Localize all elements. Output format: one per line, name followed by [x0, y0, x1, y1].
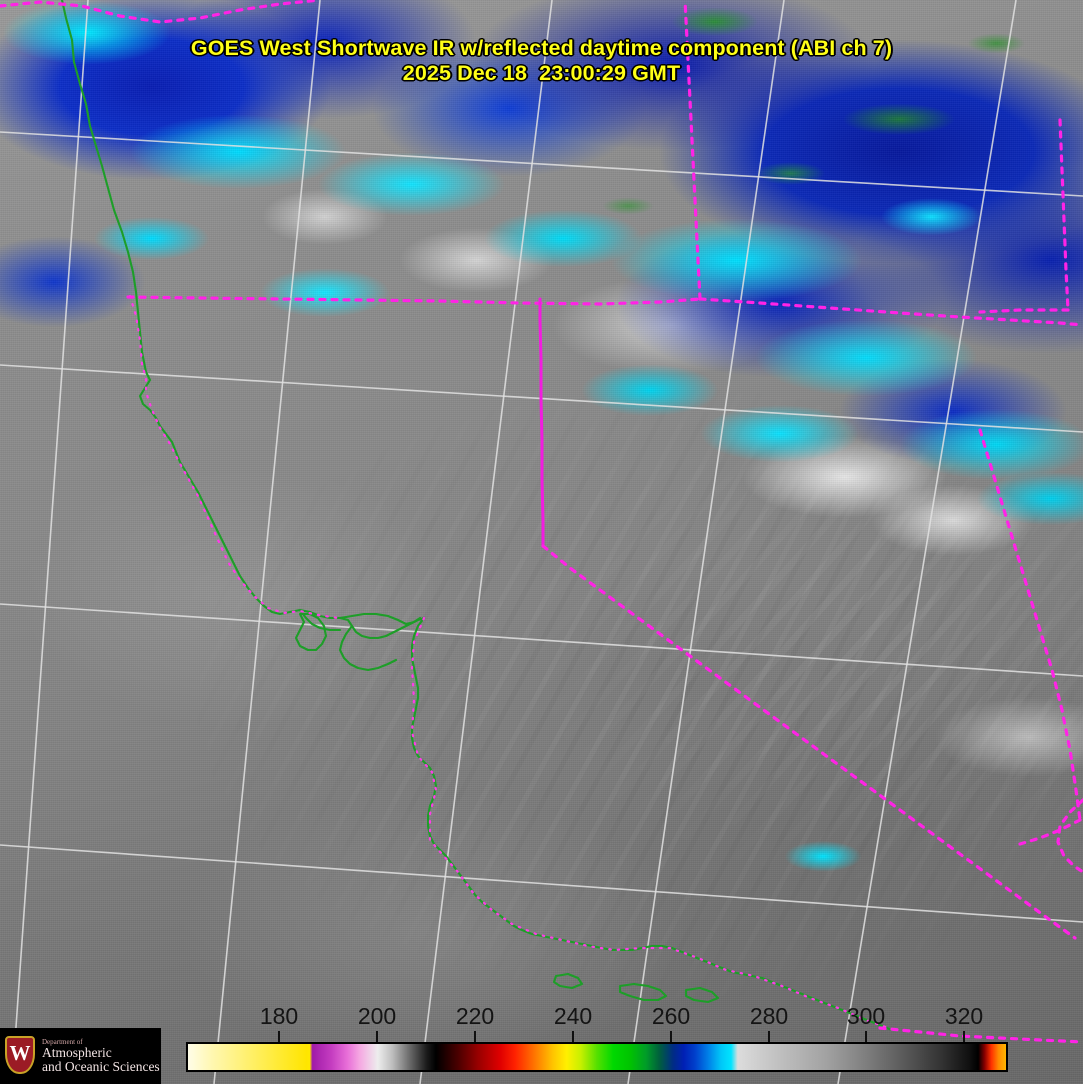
logo-text: Department of Atmospheric and Oceanic Sc…: [42, 1038, 161, 1075]
colorbar-tick-label: 200: [357, 1003, 397, 1029]
colorbar-tick-label: 180: [259, 1003, 299, 1029]
colorbar-tick-mark: [474, 1031, 476, 1042]
colorbar-tick-label: 220: [455, 1003, 495, 1029]
longitude-gridlines: [11, 0, 1017, 1084]
colorbar-gradient: [186, 1042, 1008, 1072]
pacific-coastline: [60, 0, 894, 1032]
colorbar-tick-label: 300: [846, 1003, 886, 1029]
colorbar-tick-label: 320: [944, 1003, 984, 1029]
colorbar-tick-label: 240: [553, 1003, 593, 1029]
latitude-gridlines: [0, 131, 1083, 923]
logo-dept-line: Department of: [42, 1037, 83, 1046]
colorbar-tick-mark: [768, 1031, 770, 1042]
logo-name-line2: and Oceanic Sciences: [42, 1059, 160, 1074]
colorbar-tick-mark: [572, 1031, 574, 1042]
colorbar-tick-label: 280: [749, 1003, 789, 1029]
colorbar-tick-marks: [0, 1031, 1083, 1042]
colorbar-tick-mark: [278, 1031, 280, 1042]
state-borders: [0, 0, 1083, 1044]
colorbar-tick-label: 260: [651, 1003, 691, 1029]
crest-letter: W: [9, 1041, 31, 1065]
colorbar-tick-mark: [963, 1031, 965, 1042]
colorbar-tick-mark: [865, 1031, 867, 1042]
coastline-border-dots: [128, 294, 896, 1032]
uw-crest-icon: W: [3, 1035, 37, 1077]
colorbar-zone: 180 200 220 240 260 280 300 320: [0, 1000, 1083, 1084]
colorbar-tick-mark: [670, 1031, 672, 1042]
colorbar-tick-labels: 180 200 220 240 260 280 300 320: [0, 1002, 1083, 1032]
uw-aos-logo: W Department of Atmospheric and Oceanic …: [0, 1028, 161, 1084]
colorbar-tick-mark: [376, 1031, 378, 1042]
shield-icon: [5, 1036, 35, 1074]
logo-name-line1: Atmospheric: [42, 1044, 112, 1060]
